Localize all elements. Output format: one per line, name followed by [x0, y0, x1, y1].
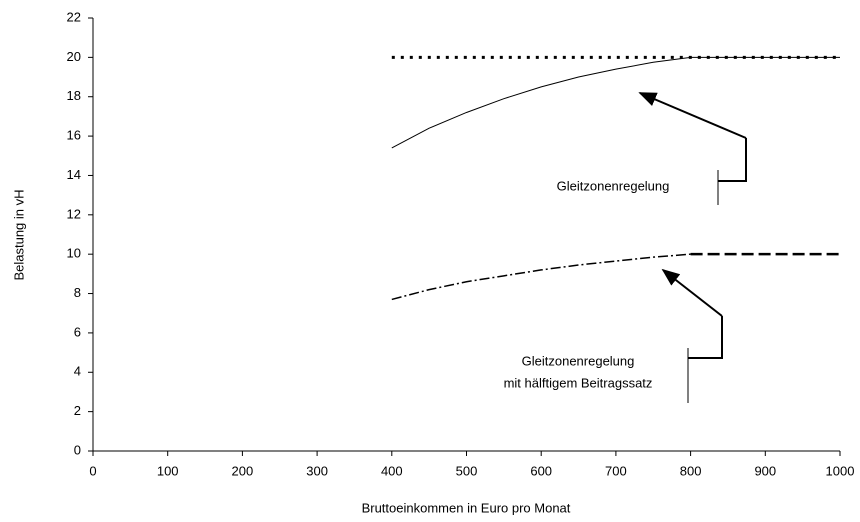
annotation: Gleitzonenregelung: [522, 353, 635, 368]
x-tick-label: 900: [754, 463, 776, 478]
x-tick-label: 1000: [826, 463, 855, 478]
y-tick-label: 2: [74, 403, 81, 418]
line-series: [391, 56, 840, 149]
y-tick-label: 10: [67, 246, 81, 261]
x-tick-label: 400: [381, 463, 403, 478]
y-tick-label: 18: [67, 88, 81, 103]
x-tick-label: 800: [680, 463, 702, 478]
y-axis-label: Belastung in vH: [11, 189, 26, 280]
y-tick-label: 14: [67, 167, 81, 182]
y-tick-label: 22: [67, 9, 81, 24]
x-axis-label: Bruttoeinkommen in Euro pro Monat: [362, 500, 571, 515]
x-tick-label: 700: [605, 463, 627, 478]
annotation: Gleitzonenregelung: [557, 178, 670, 193]
x-tick-label: 100: [157, 463, 179, 478]
line-series: [391, 253, 691, 301]
y-tick-label: 8: [74, 285, 81, 300]
y-tick-label: 16: [67, 128, 81, 143]
y-tick-label: 6: [74, 324, 81, 339]
annotation: mit hälftigem Beitragssatz: [504, 375, 653, 390]
y-tick-label: 4: [74, 364, 81, 379]
annotation-lower: [661, 268, 723, 403]
y-tick-label: 20: [67, 49, 81, 64]
x-tick-label: 600: [530, 463, 552, 478]
y-tick-label: 12: [67, 206, 81, 221]
x-tick-label: 500: [456, 463, 478, 478]
y-tick-label: 0: [74, 442, 81, 457]
x-tick-label: 300: [306, 463, 328, 478]
x-tick-label: 200: [232, 463, 254, 478]
annotation-upper: [638, 92, 747, 205]
x-tick-label: 0: [89, 463, 96, 478]
